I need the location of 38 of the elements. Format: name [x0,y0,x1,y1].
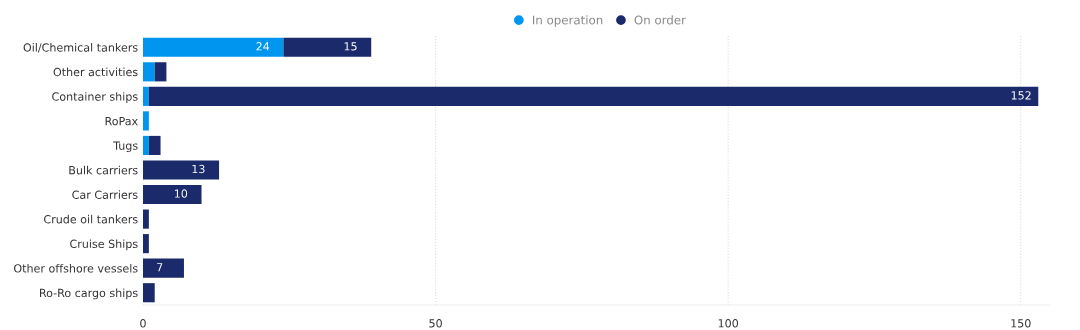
bar [154,62,167,82]
bar [143,37,284,57]
legend-label: On order [634,15,686,25]
y-tick-label: Oil/Chemical tankers [23,43,138,53]
y-tick-label: Ro-Ro cargo ships [40,288,138,300]
data-label: 10 [174,189,188,198]
data-label: 152 [1011,91,1031,100]
data-label: 15 [344,42,357,51]
x-tick-label: 150 [1011,319,1031,328]
bar [143,184,202,205]
bar [143,160,220,180]
bar [148,135,161,156]
legend-label: In operation [533,15,603,27]
y-tick-label: Tugs [113,141,138,152]
bar [143,283,155,303]
y-tick-label: Other offshore vessels [14,263,138,273]
data-label: 7 [157,263,163,272]
y-tick-label: RoPax [105,117,138,126]
bar [283,37,372,57]
bar [143,111,149,131]
data-label: 24 [256,42,270,51]
bar [143,135,149,156]
bar [143,86,149,106]
y-tick-label: Bulk carriers [69,165,138,175]
y-tick-label: Container ships [52,92,138,103]
data-label: 13 [192,164,205,174]
y-tick-label: Other activities [53,67,138,77]
y-tick-label: Car Carriers [72,190,138,199]
bar [143,258,184,278]
x-tick-label: 50 [429,319,442,328]
y-tick-label: Cruise Ships [70,239,138,251]
bar [143,62,155,82]
bar [143,234,149,254]
bar [143,209,149,229]
bar [148,86,1039,106]
y-tick-label: Crude oil tankers [44,214,138,224]
x-tick-label: 0 [140,319,146,328]
x-tick-label: 100 [718,319,739,328]
